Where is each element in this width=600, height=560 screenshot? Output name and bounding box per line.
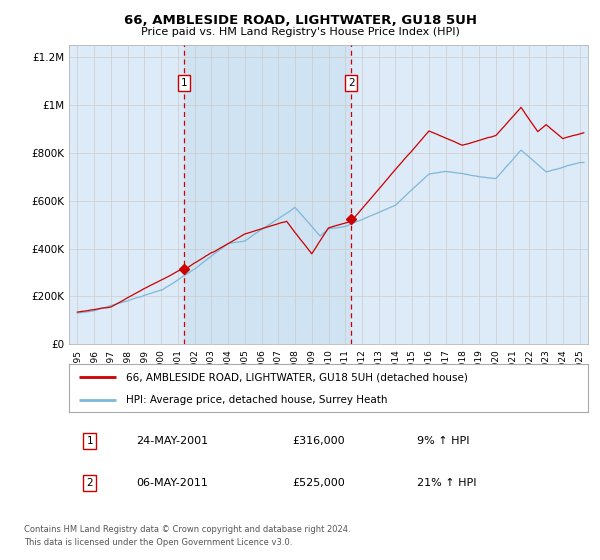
Text: 24-MAY-2001: 24-MAY-2001 xyxy=(136,436,209,446)
Text: 66, AMBLESIDE ROAD, LIGHTWATER, GU18 5UH (detached house): 66, AMBLESIDE ROAD, LIGHTWATER, GU18 5UH… xyxy=(126,372,468,382)
Text: 2: 2 xyxy=(348,78,355,88)
Text: 66, AMBLESIDE ROAD, LIGHTWATER, GU18 5UH: 66, AMBLESIDE ROAD, LIGHTWATER, GU18 5UH xyxy=(124,14,476,27)
Text: £316,000: £316,000 xyxy=(292,436,345,446)
Text: Price paid vs. HM Land Registry's House Price Index (HPI): Price paid vs. HM Land Registry's House … xyxy=(140,27,460,37)
Text: 2: 2 xyxy=(86,478,93,488)
Text: 21% ↑ HPI: 21% ↑ HPI xyxy=(417,478,476,488)
Text: 1: 1 xyxy=(181,78,187,88)
Text: This data is licensed under the Open Government Licence v3.0.: This data is licensed under the Open Gov… xyxy=(24,538,292,547)
Text: 1: 1 xyxy=(86,436,93,446)
Bar xyxy=(184,45,351,344)
Text: 9% ↑ HPI: 9% ↑ HPI xyxy=(417,436,469,446)
Text: HPI: Average price, detached house, Surrey Heath: HPI: Average price, detached house, Surr… xyxy=(126,395,388,405)
Text: £525,000: £525,000 xyxy=(292,478,345,488)
Text: Contains HM Land Registry data © Crown copyright and database right 2024.: Contains HM Land Registry data © Crown c… xyxy=(24,525,350,534)
Text: 06-MAY-2011: 06-MAY-2011 xyxy=(136,478,208,488)
